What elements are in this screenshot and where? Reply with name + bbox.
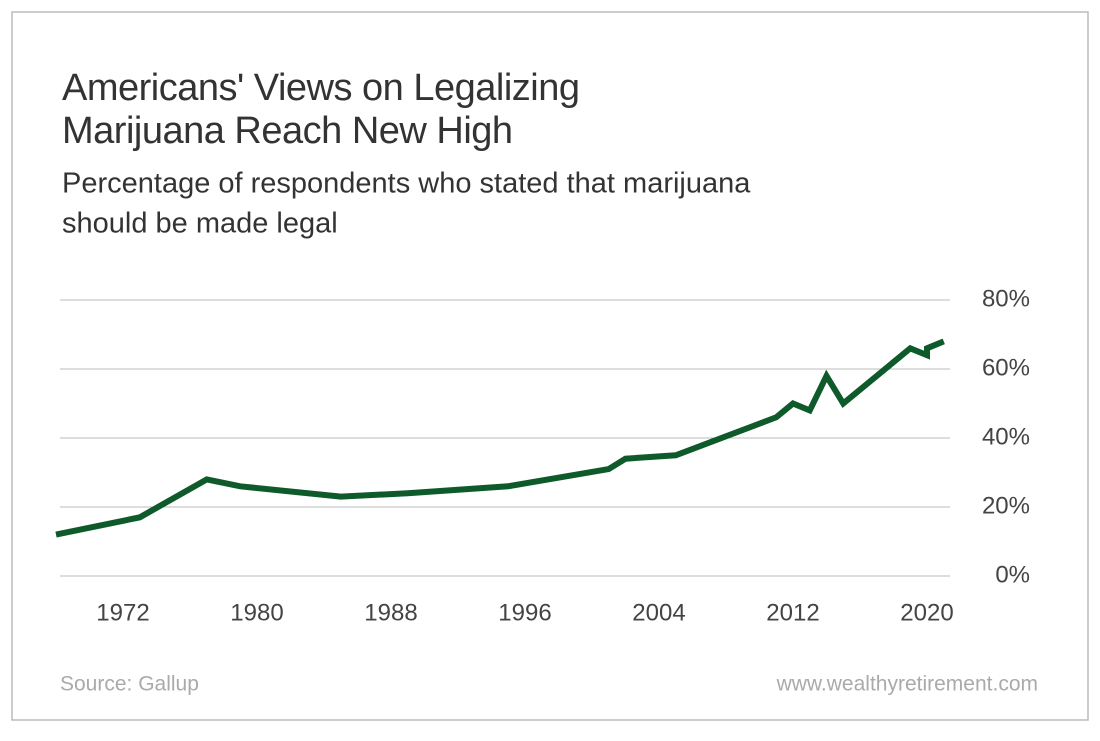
chart-title: Americans' Views on Legalizing: [62, 67, 580, 109]
subtitle: should be made legal: [62, 208, 338, 240]
x-tick-label: 2020: [900, 599, 953, 626]
x-tick-label: 2004: [632, 599, 685, 626]
y-tick-label: 60%: [982, 354, 1030, 381]
x-tick-label: 1972: [96, 599, 149, 626]
source: Source: Gallup: [60, 673, 199, 696]
x-tick-label: 1980: [230, 599, 283, 626]
subtitle: Percentage of respondents who stated tha…: [62, 168, 751, 200]
x-tick-label: 2012: [766, 599, 819, 626]
x-tick-label: 1996: [498, 599, 551, 626]
website: www.wealthyretirement.com: [776, 673, 1038, 696]
frame: [11, 11, 1089, 721]
data-line: [55, 338, 945, 538]
y-tick-label: 40%: [982, 423, 1030, 450]
chart-title: Marijuana Reach New High: [62, 110, 513, 152]
x-tick-label: 1988: [364, 599, 417, 626]
y-tick-label: 0%: [995, 561, 1030, 588]
y-tick-label: 80%: [982, 285, 1030, 312]
y-tick-label: 20%: [982, 492, 1030, 519]
